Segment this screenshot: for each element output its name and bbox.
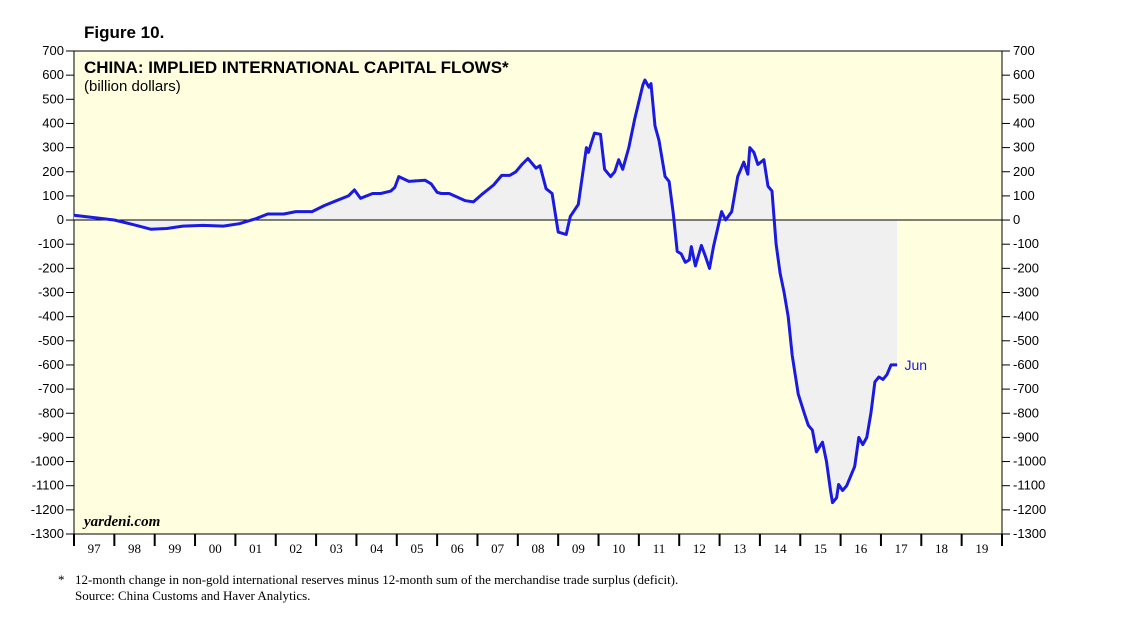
x-tick-label: 11	[653, 541, 666, 556]
x-tick-label: 07	[491, 541, 505, 556]
figure-label: Figure 10.	[84, 23, 164, 42]
watermark: yardeni.com	[82, 514, 160, 530]
x-tick-label: 10	[612, 541, 625, 556]
last-point-annotation: Jun	[905, 357, 928, 373]
y-tick-label-right: 300	[1013, 140, 1035, 155]
x-tick-label: 01	[249, 541, 262, 556]
x-tick-label: 99	[168, 541, 181, 556]
chart-title: CHINA: IMPLIED INTERNATIONAL CAPITAL FLO…	[84, 58, 509, 77]
y-tick-label-right: 500	[1013, 91, 1035, 106]
footnote-note: 12-month change in non-gold internationa…	[75, 572, 678, 587]
y-tick-label-left: -400	[38, 309, 64, 324]
y-tick-label-left: 600	[42, 67, 64, 82]
y-tick-label-right: -800	[1013, 405, 1039, 420]
x-tick-label: 17	[895, 541, 909, 556]
y-tick-label-left: -200	[38, 260, 64, 275]
y-tick-label-left: -800	[38, 405, 64, 420]
x-tick-label: 09	[572, 541, 585, 556]
y-tick-label-right: -100	[1013, 236, 1039, 251]
y-axis-left: 700 600 500 400 300 200 100 0 -100 -200 -300 -400 -5…	[31, 43, 74, 541]
y-tick-label-left: -1200	[31, 502, 64, 517]
x-tick-label: 18	[935, 541, 948, 556]
y-tick-label-left: -1000	[31, 454, 64, 469]
y-tick-label-right: 700	[1013, 43, 1035, 58]
y-tick-label-right: -1300	[1013, 526, 1046, 541]
y-tick-label-left: -100	[38, 236, 64, 251]
x-tick-label: 12	[693, 541, 706, 556]
footnote-marker: *	[58, 572, 65, 587]
y-tick-label-left: -600	[38, 357, 64, 372]
x-tick-label: 02	[289, 541, 302, 556]
y-tick-label-left: 300	[42, 140, 64, 155]
y-tick-label-right: -500	[1013, 333, 1039, 348]
footnote-source: Source: China Customs and Haver Analytic…	[75, 588, 310, 603]
x-tick-label: 13	[733, 541, 746, 556]
y-tick-label-left: 500	[42, 91, 64, 106]
x-tick-label: 19	[975, 541, 988, 556]
x-tick-label: 98	[128, 541, 141, 556]
y-tick-label-right: 600	[1013, 67, 1035, 82]
chart-subtitle: (billion dollars)	[84, 78, 181, 95]
y-tick-label-right: -700	[1013, 381, 1039, 396]
y-tick-label-right: -600	[1013, 357, 1039, 372]
x-tick-label: 06	[451, 541, 465, 556]
x-tick-label: 04	[370, 541, 384, 556]
y-tick-label-left: 0	[57, 212, 64, 227]
series-line	[73, 78, 898, 505]
x-tick-label: 00	[209, 541, 222, 556]
y-tick-label-right: -900	[1013, 429, 1039, 444]
y-tick-label-left: -300	[38, 285, 64, 300]
x-axis: 97 98 99 00 01 02 03 04 05 06 07 08 09 10 11 12 13 14 15 16…	[73, 534, 1003, 556]
y-tick-label-right: -1100	[1013, 478, 1045, 493]
x-tick-label: 15	[814, 541, 827, 556]
line-layer	[73, 78, 898, 505]
y-tick-label-left: -900	[38, 429, 64, 444]
y-tick-label-left: 100	[42, 188, 64, 203]
y-tick-label-right: -1000	[1013, 454, 1046, 469]
y-tick-label-right: 100	[1013, 188, 1035, 203]
x-tick-label: 16	[854, 541, 868, 556]
y-tick-label-right: -300	[1013, 285, 1039, 300]
y-tick-label-left: 400	[42, 115, 64, 130]
y-tick-label-right: 0	[1013, 212, 1020, 227]
y-tick-label-right: 200	[1013, 164, 1035, 179]
y-tick-label-left: 700	[42, 43, 64, 58]
x-tick-label: 05	[410, 541, 423, 556]
x-tick-label: 97	[88, 541, 102, 556]
y-tick-label-left: 200	[42, 164, 64, 179]
y-tick-label-left: -500	[38, 333, 64, 348]
x-tick-label: 03	[330, 541, 343, 556]
y-tick-label-right: -1200	[1013, 502, 1046, 517]
y-tick-label-right: -400	[1013, 309, 1039, 324]
x-tick-label: 14	[774, 541, 788, 556]
y-tick-label-right: 400	[1013, 115, 1035, 130]
y-tick-label-right: -200	[1013, 260, 1039, 275]
y-tick-label-left: -1100	[32, 478, 64, 493]
y-tick-label-left: -1300	[31, 526, 64, 541]
x-tick-label: 08	[532, 541, 545, 556]
y-axis-right: 700 600 500 400 300 200 100 0 -100 -200 -300 -400 -5…	[1002, 43, 1046, 541]
y-tick-label-left: -700	[38, 381, 64, 396]
